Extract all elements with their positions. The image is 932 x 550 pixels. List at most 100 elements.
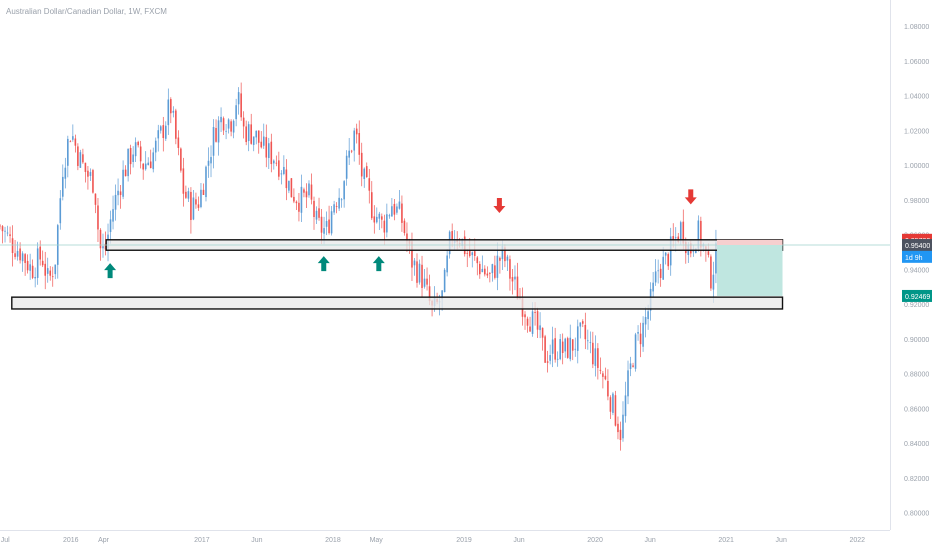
candle-body — [484, 268, 486, 275]
candle — [144, 151, 147, 171]
arrow-up-icon[interactable] — [372, 256, 385, 272]
candle-body — [576, 326, 579, 351]
candle-body — [300, 186, 303, 213]
candle — [491, 263, 494, 282]
candle-body — [637, 332, 639, 334]
candle-body — [423, 278, 426, 287]
candle-body — [592, 342, 594, 365]
take-profit-zone[interactable] — [716, 245, 783, 296]
price-tag-bg — [902, 250, 932, 263]
candle-body — [202, 189, 205, 195]
candle-body — [554, 338, 556, 360]
candle-body — [468, 250, 471, 257]
candle — [262, 123, 265, 149]
x-tick-label: Jun — [251, 537, 262, 544]
x-tick-label: 2017 — [194, 537, 210, 544]
candle — [715, 229, 717, 284]
candle-body — [250, 124, 253, 144]
candle-body — [49, 270, 52, 276]
candle — [139, 140, 142, 169]
candle — [393, 198, 396, 221]
candle — [102, 233, 104, 258]
candle-body — [411, 241, 413, 268]
price-tag-label: 0.95400 — [905, 243, 930, 250]
candle-body — [182, 168, 185, 194]
candle — [376, 207, 378, 224]
price-tag: 0.95400 — [902, 239, 932, 252]
candle-body — [26, 260, 29, 271]
zones[interactable] — [11, 239, 784, 310]
candle — [499, 256, 501, 274]
candle — [172, 106, 175, 118]
candle — [612, 392, 614, 416]
candle-body — [175, 110, 177, 139]
candle-body — [566, 338, 569, 358]
candle-body — [62, 176, 64, 197]
arrows[interactable] — [104, 189, 697, 279]
candle-body — [237, 92, 240, 105]
price-tag-bg — [902, 289, 932, 302]
candle-body — [534, 312, 536, 313]
candle — [569, 324, 572, 362]
candle — [594, 335, 597, 377]
candle-body — [124, 169, 127, 177]
candle-body — [283, 166, 285, 174]
arrow-down-icon[interactable] — [493, 198, 506, 214]
arrow-up-icon[interactable] — [317, 256, 330, 272]
candle — [597, 343, 599, 380]
candle-body — [94, 193, 97, 205]
candle-body — [318, 208, 320, 218]
candle-body — [195, 199, 197, 205]
candle — [353, 127, 355, 162]
x-tick-label: 2021 — [718, 537, 734, 544]
candle-body — [252, 136, 255, 145]
x-tick-label: 2022 — [849, 537, 865, 544]
candle-body — [524, 314, 526, 318]
candle-body — [315, 210, 318, 220]
candle-body — [74, 138, 77, 146]
candle — [509, 255, 511, 291]
candle-body — [16, 251, 19, 257]
candle — [516, 262, 519, 300]
position-tool[interactable] — [0, 239, 890, 296]
candle-body — [471, 252, 474, 256]
x-tick-label: Apr — [98, 537, 110, 544]
candle — [639, 322, 642, 358]
candle-body — [634, 334, 637, 369]
candle-body — [308, 183, 310, 196]
candle-body — [267, 143, 270, 159]
candle — [11, 225, 14, 267]
candle — [556, 351, 559, 367]
candle — [544, 334, 546, 363]
candle-body — [418, 263, 421, 283]
candle — [305, 183, 308, 209]
candle-body — [36, 248, 39, 278]
candle — [559, 333, 561, 361]
candle-body — [353, 130, 355, 151]
arrow-up-icon[interactable] — [104, 263, 117, 279]
candle — [484, 265, 486, 277]
candle — [308, 180, 310, 198]
candle-body — [159, 126, 162, 131]
candle — [0, 223, 1, 230]
candle — [177, 130, 180, 156]
candle-body — [574, 348, 577, 350]
x-tick-label: Jun — [513, 537, 524, 544]
candle — [539, 312, 541, 339]
candle-body — [338, 197, 340, 209]
stop-loss-zone[interactable] — [716, 239, 783, 246]
candle — [51, 266, 54, 287]
candle-body — [21, 253, 24, 262]
candle — [54, 264, 57, 280]
candle — [310, 173, 313, 205]
zone-rectangle[interactable] — [11, 296, 784, 310]
candle — [59, 190, 62, 230]
candle — [227, 118, 230, 134]
arrow-down-icon[interactable] — [684, 189, 697, 205]
candle-body — [393, 203, 396, 215]
candle-body — [589, 342, 592, 344]
candle-body — [639, 333, 642, 345]
candle-body — [413, 260, 416, 266]
candle-body — [44, 263, 47, 276]
